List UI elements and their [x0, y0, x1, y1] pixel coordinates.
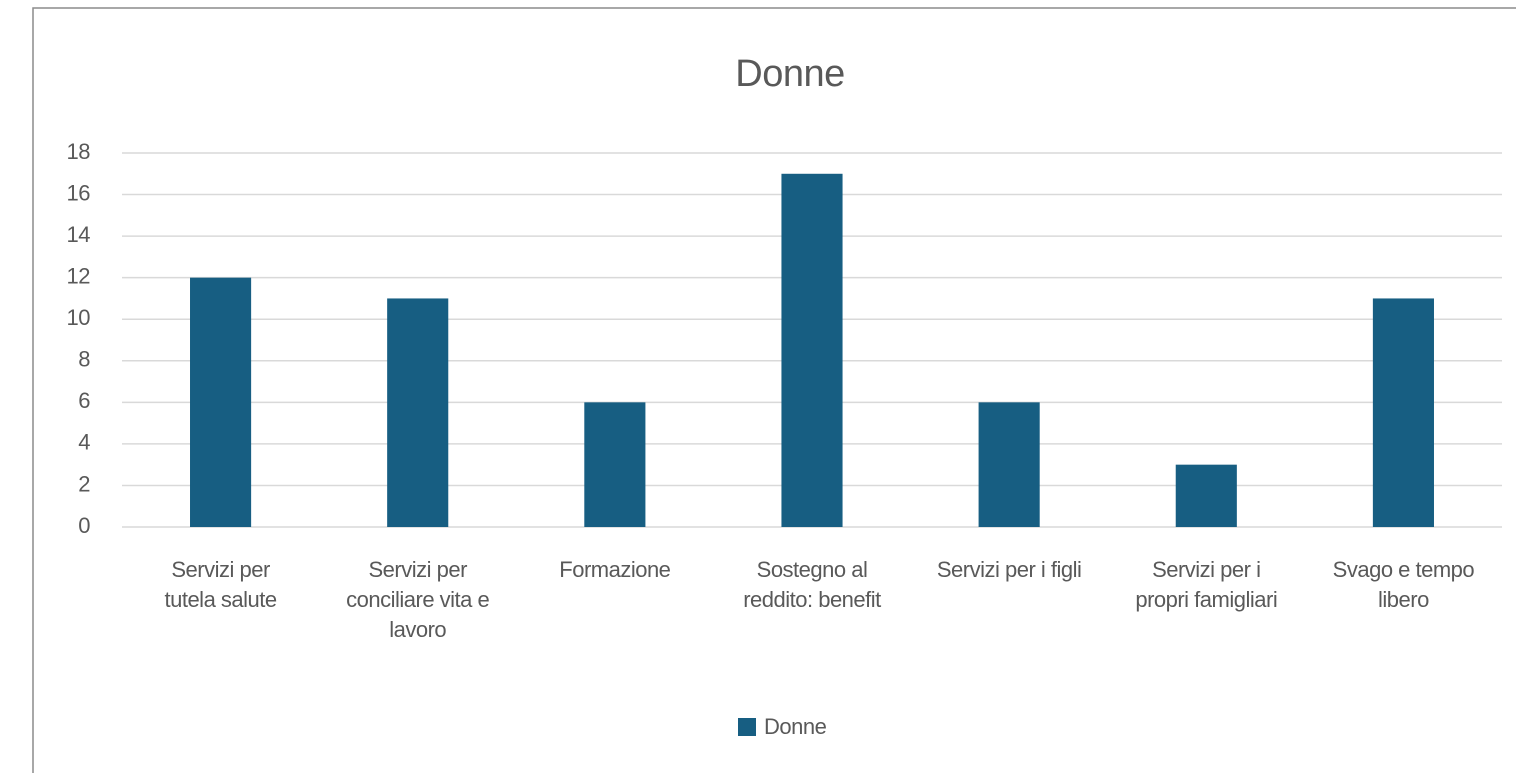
y-tick-label: 12	[67, 263, 91, 288]
y-tick-label: 18	[67, 139, 91, 164]
x-tick-label: Servizi per tutela salute	[164, 557, 277, 612]
bar	[190, 277, 252, 527]
x-tick-label: Svago e tempo libero	[1332, 557, 1475, 612]
bar	[1175, 464, 1237, 527]
y-tick-label: 4	[78, 430, 90, 455]
y-tick-label: 14	[67, 222, 91, 247]
bar	[781, 173, 843, 527]
y-tick-label: 0	[78, 513, 90, 538]
chart-frame	[32, 7, 1516, 773]
bar	[978, 402, 1040, 527]
legend-swatch	[738, 718, 756, 736]
bar	[1372, 298, 1434, 527]
y-tick-label: 8	[78, 347, 90, 372]
x-tick-label: Sostegno al reddito: benefit	[743, 557, 881, 612]
y-tick-label: 6	[78, 388, 90, 413]
bar	[387, 298, 449, 527]
x-tick-label: Servizi per i figli	[936, 557, 1082, 582]
x-tick-label: Servizi per i propri famigliari	[1135, 557, 1278, 612]
x-tick-label: Servizi per conciliare vita e lavoro	[346, 557, 490, 642]
x-tick-label: Formazione	[559, 557, 671, 582]
bar	[584, 402, 646, 527]
y-tick-label: 2	[78, 471, 90, 496]
legend-label: Donne	[764, 714, 827, 739]
y-tick-label: 10	[67, 305, 91, 330]
y-tick-label: 16	[67, 180, 91, 205]
chart-title: Donne	[735, 53, 844, 95]
